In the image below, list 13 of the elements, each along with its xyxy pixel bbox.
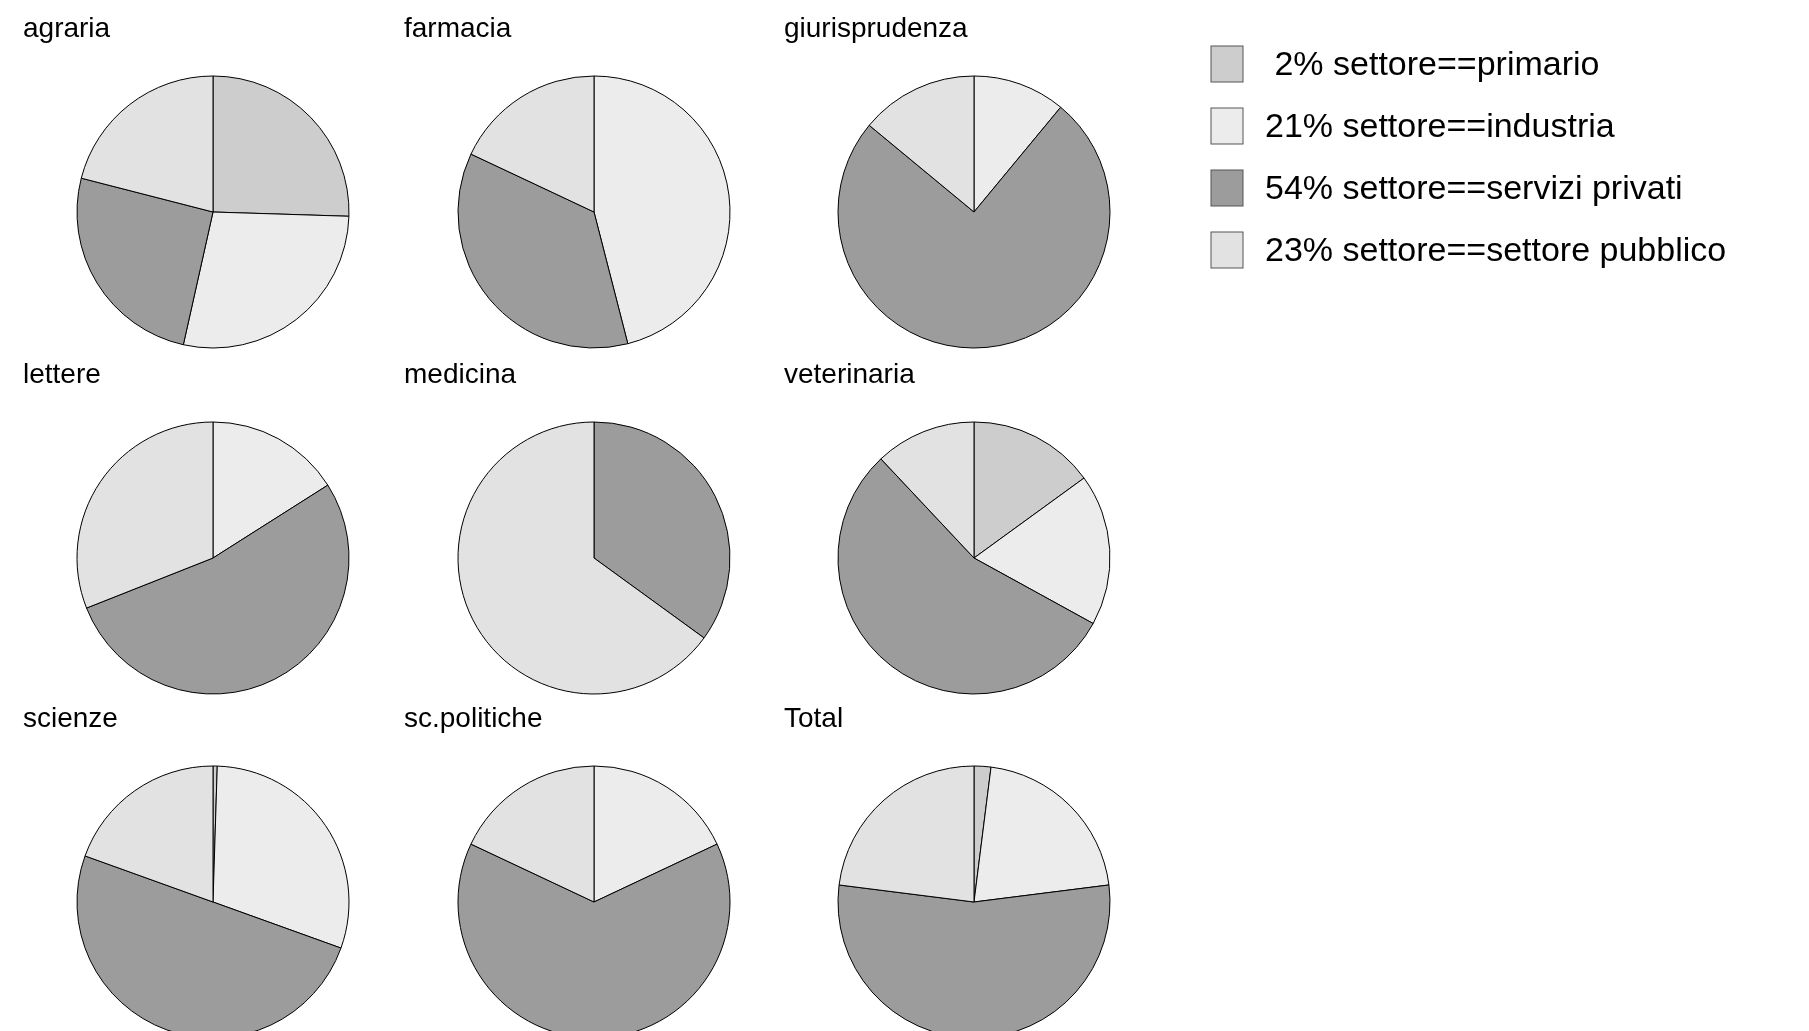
chart-title: sc.politiche bbox=[404, 702, 543, 733]
chart-title: medicina bbox=[404, 358, 517, 389]
chart-title: scienze bbox=[23, 702, 118, 733]
legend-label: 23% settore==settore pubblico bbox=[1265, 230, 1727, 268]
chart-title: farmacia bbox=[404, 12, 512, 43]
legend-label: 54% settore==servizi privati bbox=[1265, 168, 1683, 206]
chart-title: Total bbox=[784, 702, 844, 733]
chart-title: veterinaria bbox=[784, 358, 916, 389]
chart-title: agraria bbox=[23, 12, 111, 43]
chart-title: giurisprudenza bbox=[784, 12, 969, 43]
legend-label: 2% settore==primario bbox=[1265, 44, 1600, 82]
legend-label: 21% settore==industria bbox=[1265, 106, 1615, 144]
chart-title: lettere bbox=[23, 358, 101, 389]
